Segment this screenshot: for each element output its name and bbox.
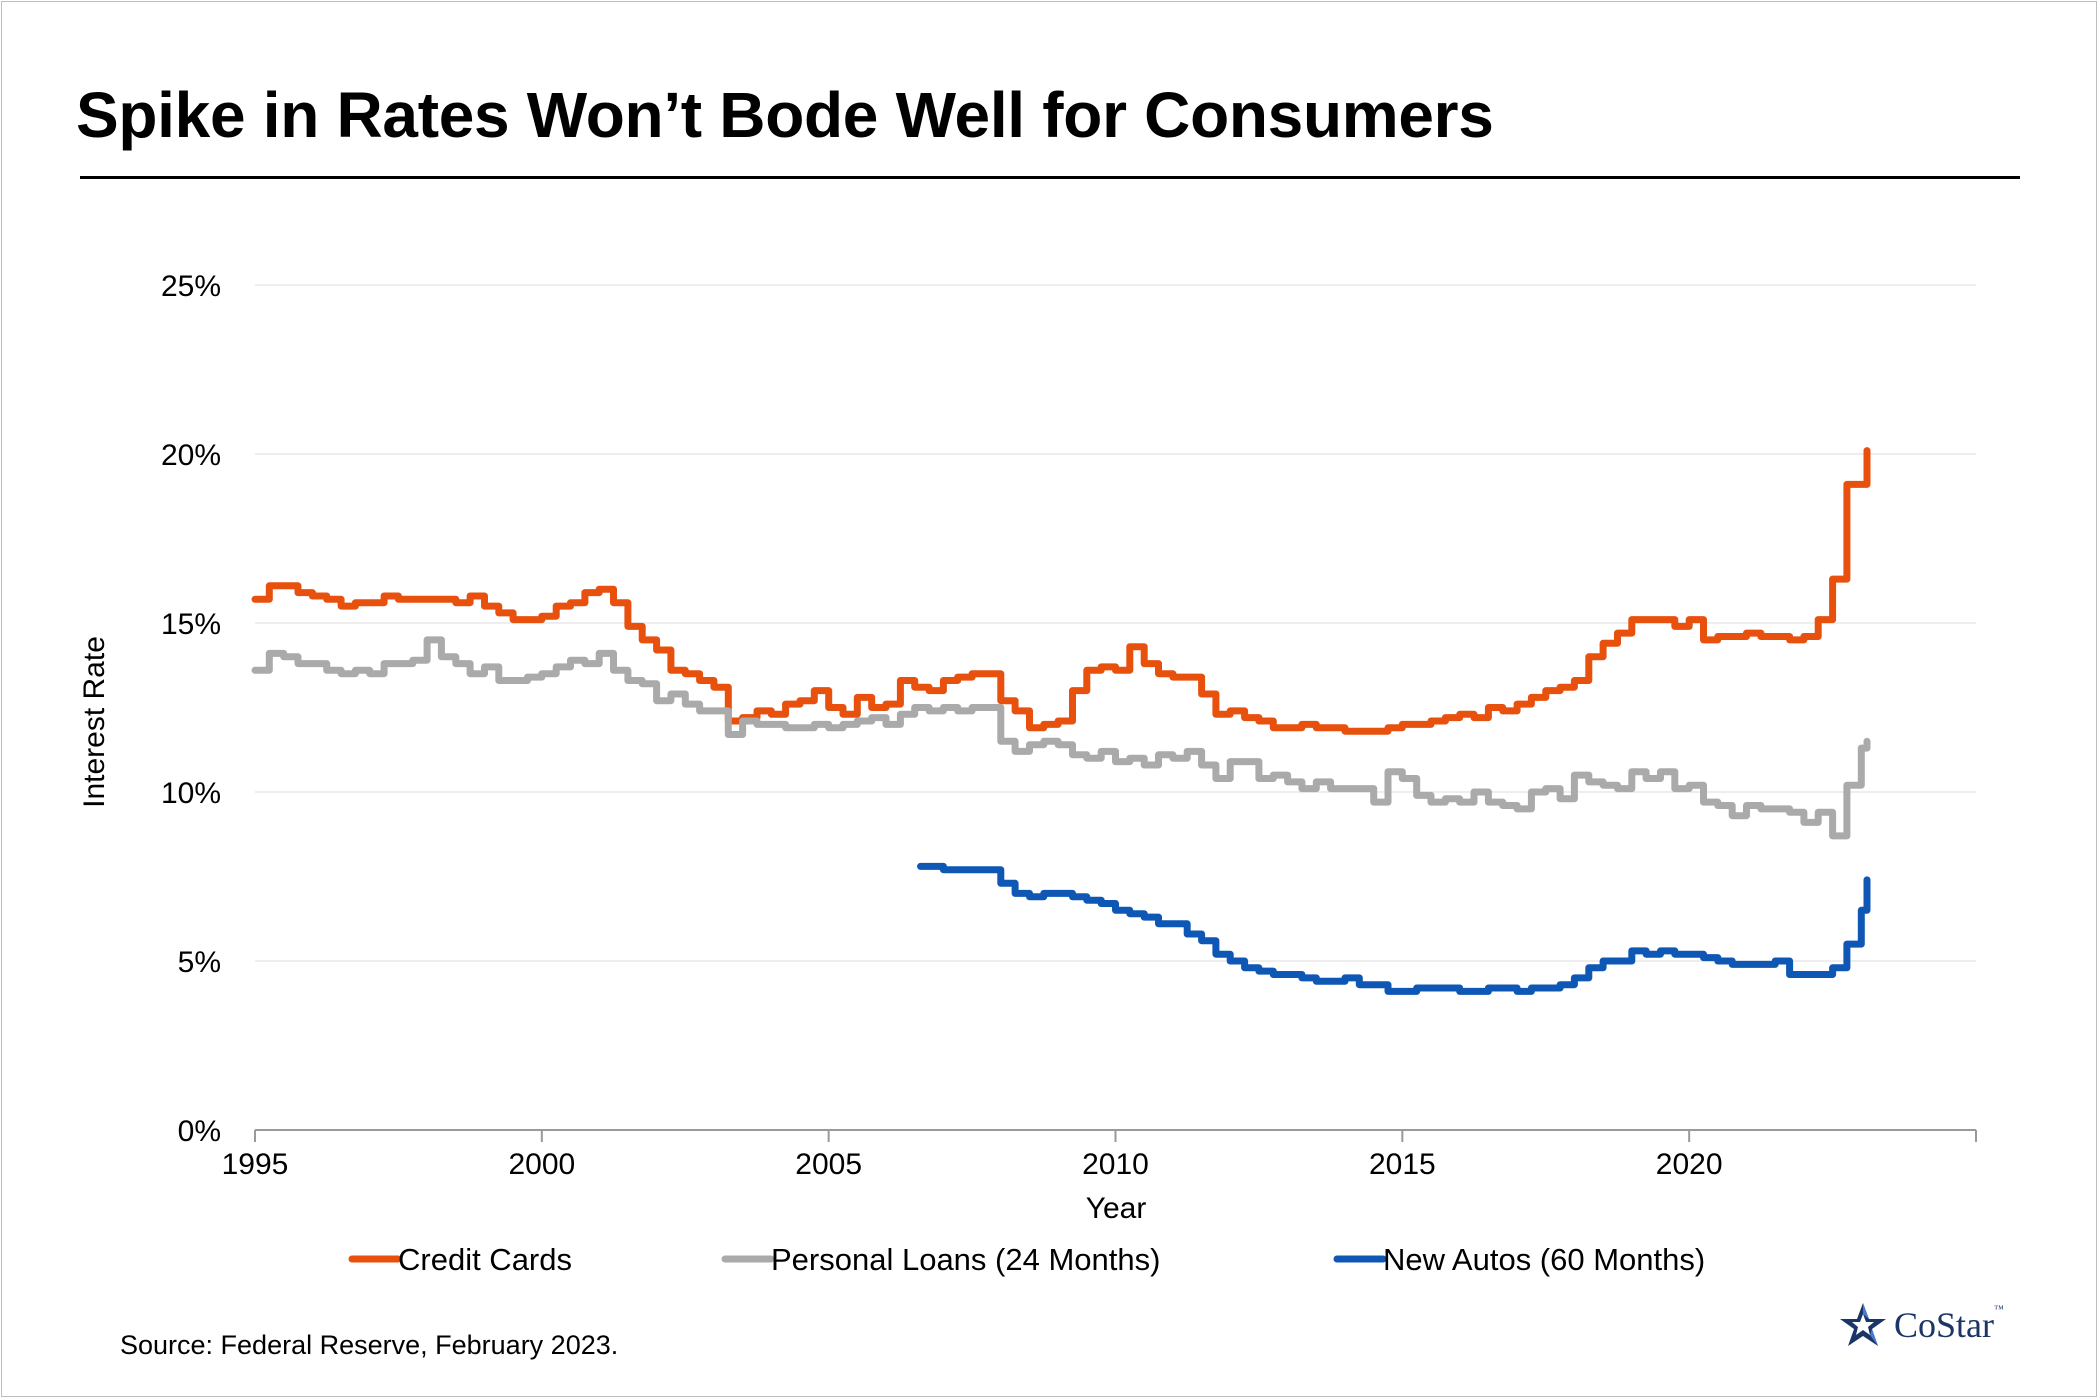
x-tick-label: 2020	[1656, 1148, 1723, 1181]
legend-item-3: New Autos (60 Months)	[1333, 1242, 1705, 1277]
source-note: Source: Federal Reserve, February 2023.	[120, 1330, 619, 1360]
legend-label: New Autos (60 Months)	[1383, 1242, 1705, 1277]
axes: 0% 5% 10% 15% 20% 25% 1995 2000 2005 2010 2015 2020	[161, 270, 1977, 1181]
x-tick-label: 2005	[795, 1148, 862, 1181]
legend-label: Credit Cards	[398, 1242, 572, 1277]
legend-item-2: Personal Loans (24 Months)	[721, 1242, 1160, 1277]
legend: Credit Cards Personal Loans (24 Months) Ne…	[348, 1242, 1705, 1277]
x-tick-label: 2000	[508, 1148, 575, 1181]
y-tick-label: 10%	[161, 777, 221, 810]
y-tick-label: 25%	[161, 270, 221, 303]
x-tick-label: 2010	[1082, 1148, 1149, 1181]
chart-title: Spike in Rates Won’t Bode Well for Consu…	[76, 79, 1494, 151]
x-tick-label: 1995	[222, 1148, 289, 1181]
y-tick-label: 5%	[178, 946, 221, 979]
costar-star-icon	[1840, 1303, 1886, 1346]
y-tick-label: 0%	[178, 1115, 221, 1148]
y-tick-label: 15%	[161, 608, 221, 641]
x-axis-title: Year	[1086, 1192, 1147, 1225]
series-line-1	[251, 447, 1871, 735]
series-lines	[251, 447, 1871, 995]
series-line-2	[251, 636, 1871, 840]
axis-labels: Interest Rate Year	[78, 636, 1146, 1225]
costar-logo: CoStar™	[1838, 1298, 2018, 1354]
series-line-3	[917, 862, 1871, 995]
y-tick-label: 20%	[161, 439, 221, 472]
y-axis-title: Interest Rate	[78, 636, 111, 808]
x-tick-label: 2015	[1369, 1148, 1436, 1181]
logo-wordmark: CoStar™	[1894, 1304, 2004, 1345]
legend-label: Personal Loans (24 Months)	[771, 1242, 1160, 1277]
legend-item-1: Credit Cards	[348, 1242, 572, 1277]
title-divider	[80, 176, 2020, 179]
